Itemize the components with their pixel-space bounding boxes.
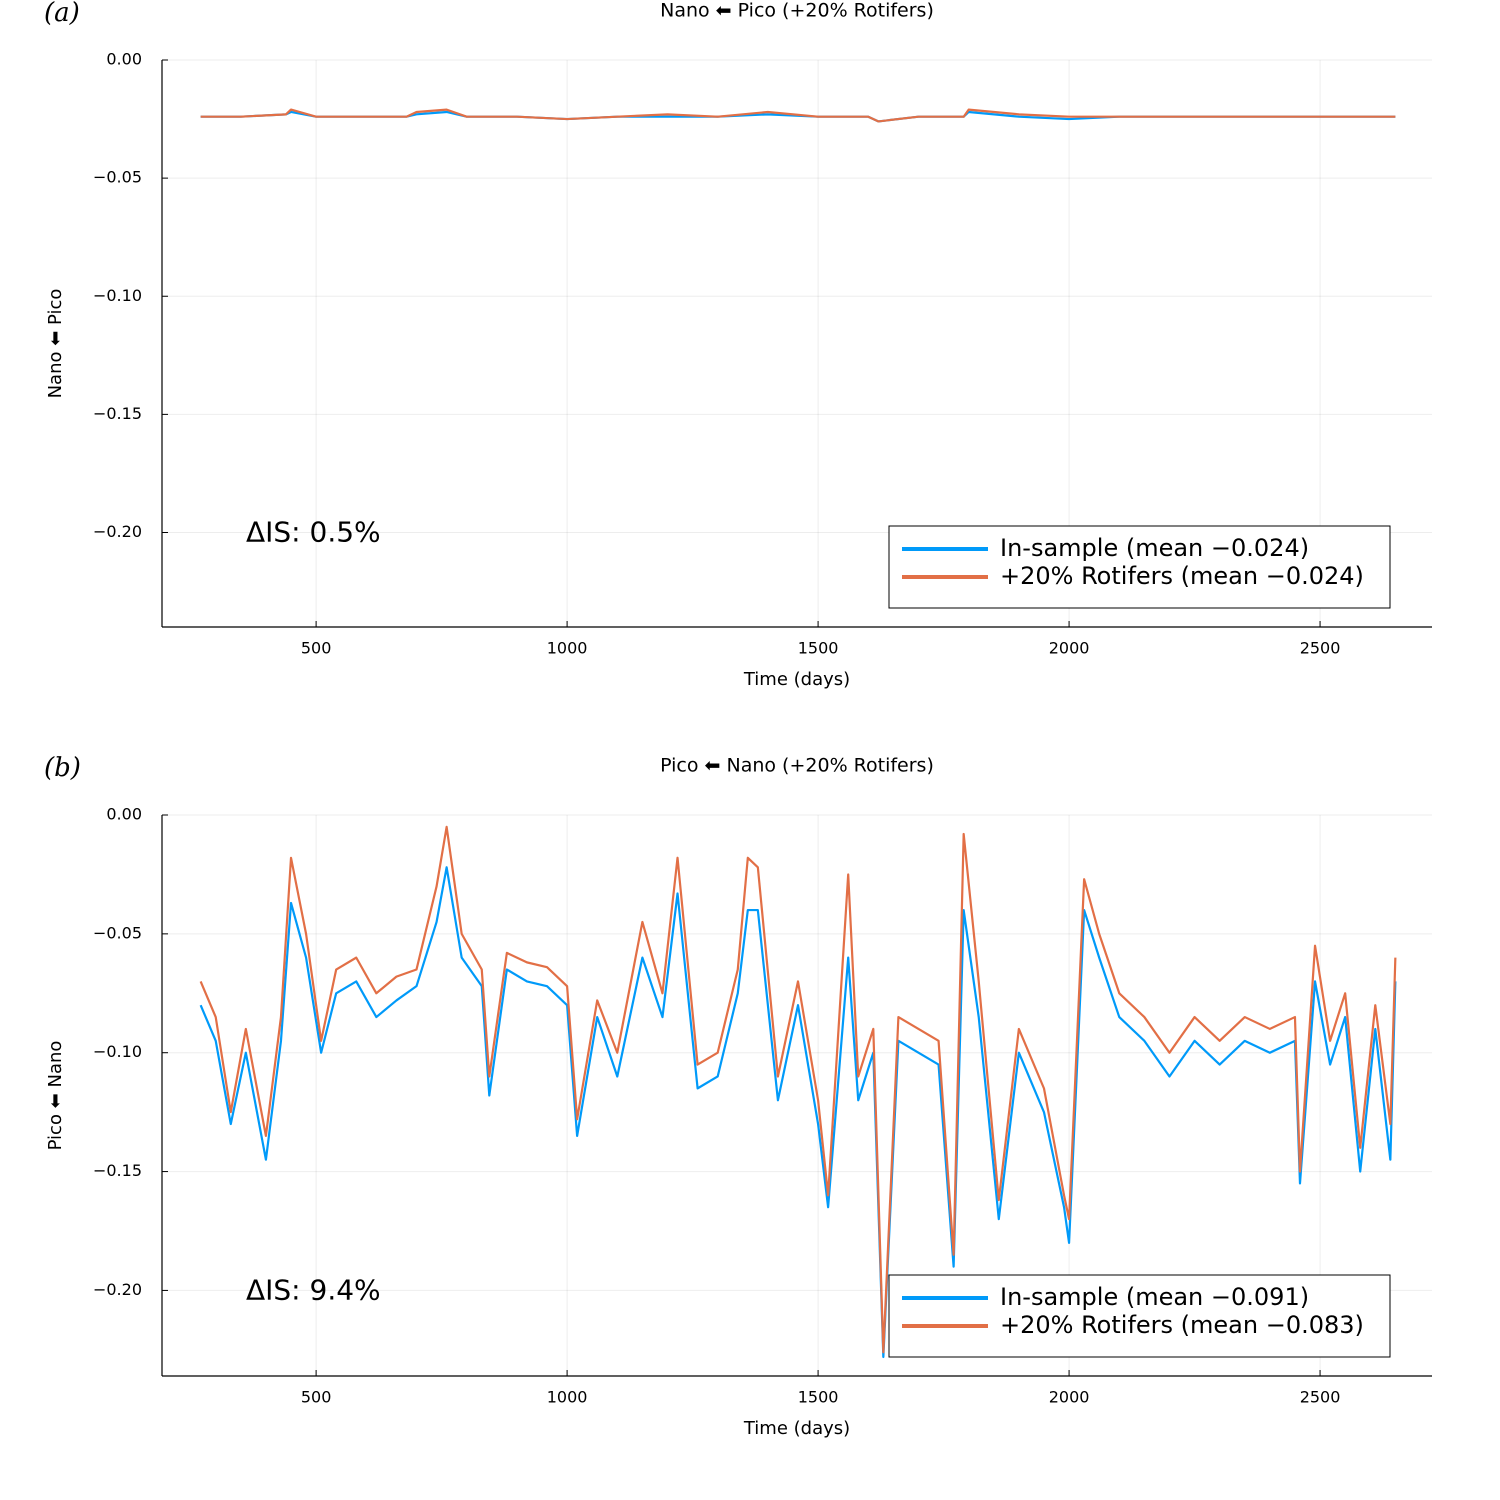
- y-axis-label: Pico ⬅ Nano: [45, 1041, 66, 1151]
- y-tick-label: −0.15: [93, 1161, 142, 1180]
- line-series: [199, 825, 1397, 1354]
- y-tick-label: −0.10: [93, 286, 142, 305]
- legend-box: [888, 525, 1391, 609]
- y-tick-label: −0.05: [93, 923, 142, 942]
- x-axis-label: Time (days): [743, 1418, 850, 1439]
- legend-label: +20% Rotifers (mean −0.083): [1000, 1311, 1364, 1339]
- x-tick-label: 2000: [1049, 1388, 1090, 1407]
- chart-title: Pico ⬅ Nano (+20% Rotifers): [660, 755, 934, 777]
- y-tick-label: 0.00: [106, 805, 142, 824]
- legend-label: +20% Rotifers (mean −0.024): [1000, 562, 1364, 590]
- y-tick-label: −0.20: [93, 522, 142, 541]
- annotation: ΔIS: 0.5%: [246, 516, 381, 549]
- x-tick-label: 1000: [547, 1388, 588, 1407]
- chart-title: Nano ⬅ Pico (+20% Rotifers): [660, 0, 934, 22]
- x-tick-label: 500: [301, 639, 332, 658]
- legend-label: In-sample (mean −0.091): [1000, 1283, 1309, 1311]
- y-tick-label: −0.20: [93, 1280, 142, 1299]
- x-tick-label: 2500: [1300, 639, 1341, 658]
- subplot: (b) Pico ⬅ Nano (+20% Rotifers) Time (days…: [44, 753, 1432, 1439]
- y-tick-label: 0.00: [106, 50, 142, 69]
- y-axis-label: Nano ⬅ Pico: [45, 289, 66, 399]
- annotation: ΔIS: 9.4%: [246, 1273, 381, 1306]
- legend-box: [888, 1274, 1391, 1358]
- x-tick-label: 500: [301, 1388, 332, 1407]
- panel-label: (a): [44, 0, 80, 28]
- panel-label: (b): [44, 753, 81, 783]
- x-tick-label: 1000: [547, 639, 588, 658]
- x-tick-label: 2000: [1049, 639, 1090, 658]
- legend-label: In-sample (mean −0.024): [1000, 534, 1309, 562]
- x-tick-label: 2500: [1300, 1388, 1341, 1407]
- x-tick-label: 1500: [798, 1388, 839, 1407]
- y-tick-label: −0.10: [93, 1042, 142, 1061]
- y-tick-label: −0.15: [93, 404, 142, 423]
- y-tick-label: −0.05: [93, 168, 142, 187]
- line-series: [199, 866, 1397, 1359]
- line-series: [200, 108, 1396, 123]
- x-tick-label: 1500: [798, 639, 839, 658]
- subplot: (a) Nano ⬅ Pico (+20% Rotifers) Time (days…: [44, 0, 1432, 690]
- x-axis-label: Time (days): [743, 669, 850, 690]
